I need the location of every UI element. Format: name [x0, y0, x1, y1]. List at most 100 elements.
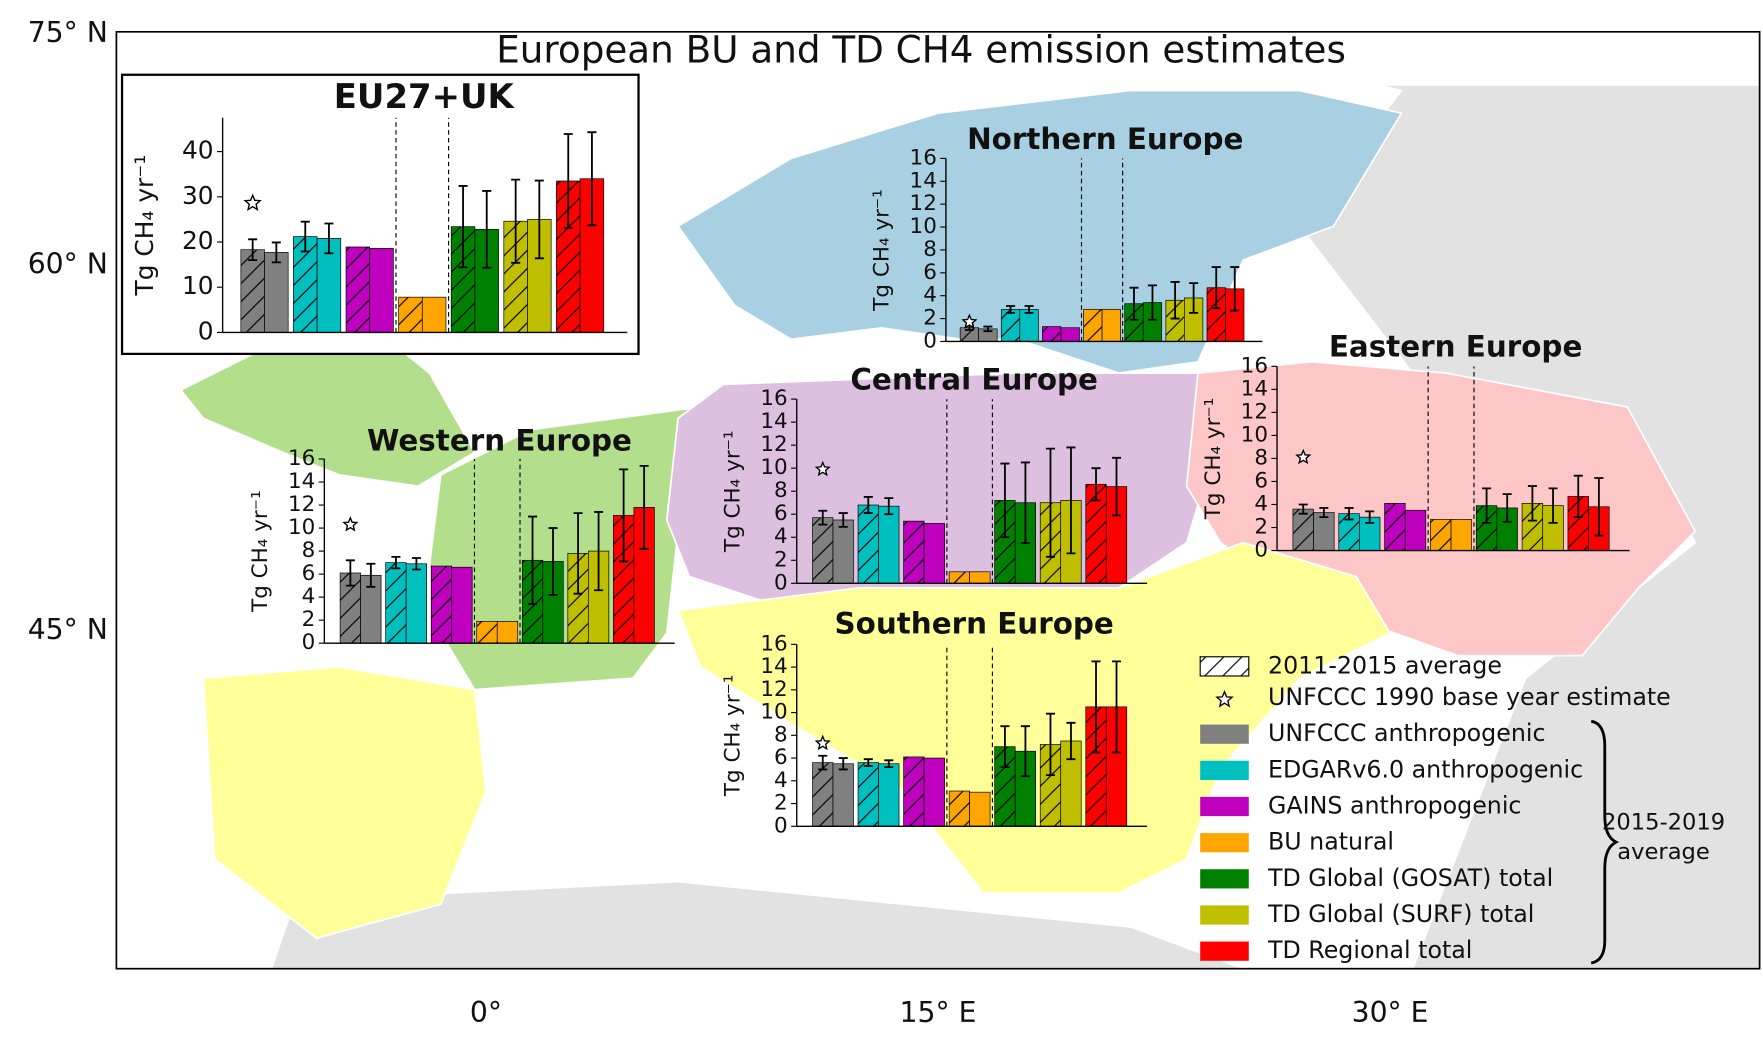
y-axis-label: Tg CH₄ yr⁻¹	[720, 675, 745, 798]
y-tick-label: 4	[774, 524, 788, 549]
base-year-star	[961, 313, 978, 329]
y-tick-label: 10	[760, 455, 787, 480]
y-tick-label: 0	[198, 316, 214, 345]
error-bar	[818, 754, 828, 771]
error-bar	[1000, 725, 1010, 769]
bar	[903, 756, 925, 827]
bar	[421, 296, 447, 333]
y-tick-label: 20	[182, 226, 214, 255]
bar	[832, 519, 854, 584]
bracket-label: average	[1617, 839, 1710, 865]
bar	[369, 248, 394, 333]
error-bar	[1170, 281, 1180, 320]
legend-swatch	[1200, 905, 1249, 925]
lat-label: 60° N	[28, 248, 108, 281]
chart-title: Southern Europe	[834, 607, 1113, 641]
error-bar	[548, 527, 558, 596]
legend-swatch	[1200, 724, 1249, 744]
bar	[1000, 309, 1021, 342]
legend-label: BU natural	[1268, 828, 1394, 856]
error-bar	[594, 511, 604, 592]
error-bar	[1319, 507, 1329, 519]
bar	[345, 246, 371, 333]
lat-label: 75° N	[28, 16, 108, 49]
y-tick-label: 6	[1254, 468, 1268, 493]
legend-label: UNFCCC anthropogenic	[1268, 719, 1546, 747]
y-tick-label: 2	[774, 547, 788, 572]
bar	[1404, 509, 1427, 551]
error-bar	[1594, 477, 1604, 537]
y-axis-label: Tg CH₄ yr⁻¹	[1201, 398, 1226, 521]
y-tick-label: 10	[1241, 422, 1268, 447]
y-tick-label: 10	[760, 700, 787, 725]
bar	[405, 563, 427, 644]
y-axis-label: Tg CH₄ yr⁻¹	[870, 189, 895, 312]
legend-swatch	[1200, 760, 1249, 780]
error-bar	[1066, 721, 1076, 761]
error-bar	[391, 555, 401, 570]
error-bar	[1230, 266, 1240, 312]
y-tick-label: 0	[774, 570, 788, 595]
y-tick-label: 16	[910, 145, 937, 170]
error-bar	[1020, 461, 1030, 544]
error-bar	[838, 757, 848, 771]
y-tick-label: 6	[923, 260, 937, 285]
error-bar	[838, 512, 848, 528]
legend-label: UNFCCC 1990 base year estimate	[1268, 683, 1671, 711]
legend-bracket	[1590, 719, 1620, 965]
chart-title: Western Europe	[367, 424, 632, 458]
bar	[923, 523, 945, 584]
bar	[969, 571, 991, 584]
bar	[430, 565, 453, 644]
lon-label: 30° E	[1352, 996, 1429, 1029]
y-tick-label: 12	[760, 432, 787, 457]
bar	[969, 791, 991, 827]
error-bar	[587, 131, 597, 227]
region-central	[665, 372, 1222, 612]
y-tick-label: 4	[774, 768, 788, 793]
y-tick-label: 8	[774, 478, 788, 503]
y-tick-label: 4	[1254, 491, 1268, 516]
y-axis-label: Tg CH₄ yr⁻¹	[130, 155, 159, 297]
error-bar	[1482, 487, 1492, 524]
error-bar	[983, 325, 993, 333]
y-tick-label: 8	[774, 722, 788, 747]
y-tick-label: 10	[910, 214, 937, 239]
error-bar	[1189, 282, 1199, 314]
error-bar	[366, 562, 376, 588]
base-year-star	[243, 193, 262, 212]
legend-swatch	[1199, 656, 1250, 677]
legend-label: 2011-2015 average	[1268, 651, 1502, 679]
error-bar	[1548, 487, 1558, 524]
bar	[398, 296, 423, 333]
error-bar	[1365, 510, 1375, 524]
error-bar	[1091, 467, 1101, 502]
bar	[923, 757, 945, 827]
map-frame	[115, 30, 1761, 970]
bar	[812, 517, 834, 584]
y-tick-label: 8	[1254, 445, 1268, 470]
bar	[903, 520, 925, 584]
legend-label: TD Regional total	[1267, 936, 1472, 964]
bar	[812, 762, 834, 827]
error-bar	[1091, 660, 1101, 754]
y-tick-label: 30	[182, 181, 214, 210]
y-tick-label: 14	[760, 409, 787, 434]
bar	[857, 504, 879, 584]
y-tick-label: 14	[910, 168, 937, 193]
y-tick-label: 8	[923, 237, 937, 262]
y-tick-label: 2	[1254, 515, 1268, 540]
error-bar	[1344, 507, 1354, 521]
y-tick-label: 8	[302, 538, 316, 563]
y-tick-label: 2	[923, 306, 937, 331]
bar	[878, 763, 900, 827]
bar	[1042, 326, 1062, 342]
bar	[1450, 519, 1473, 551]
bar	[240, 249, 265, 333]
y-tick-label: 12	[910, 191, 937, 216]
base-year-star	[814, 734, 831, 751]
